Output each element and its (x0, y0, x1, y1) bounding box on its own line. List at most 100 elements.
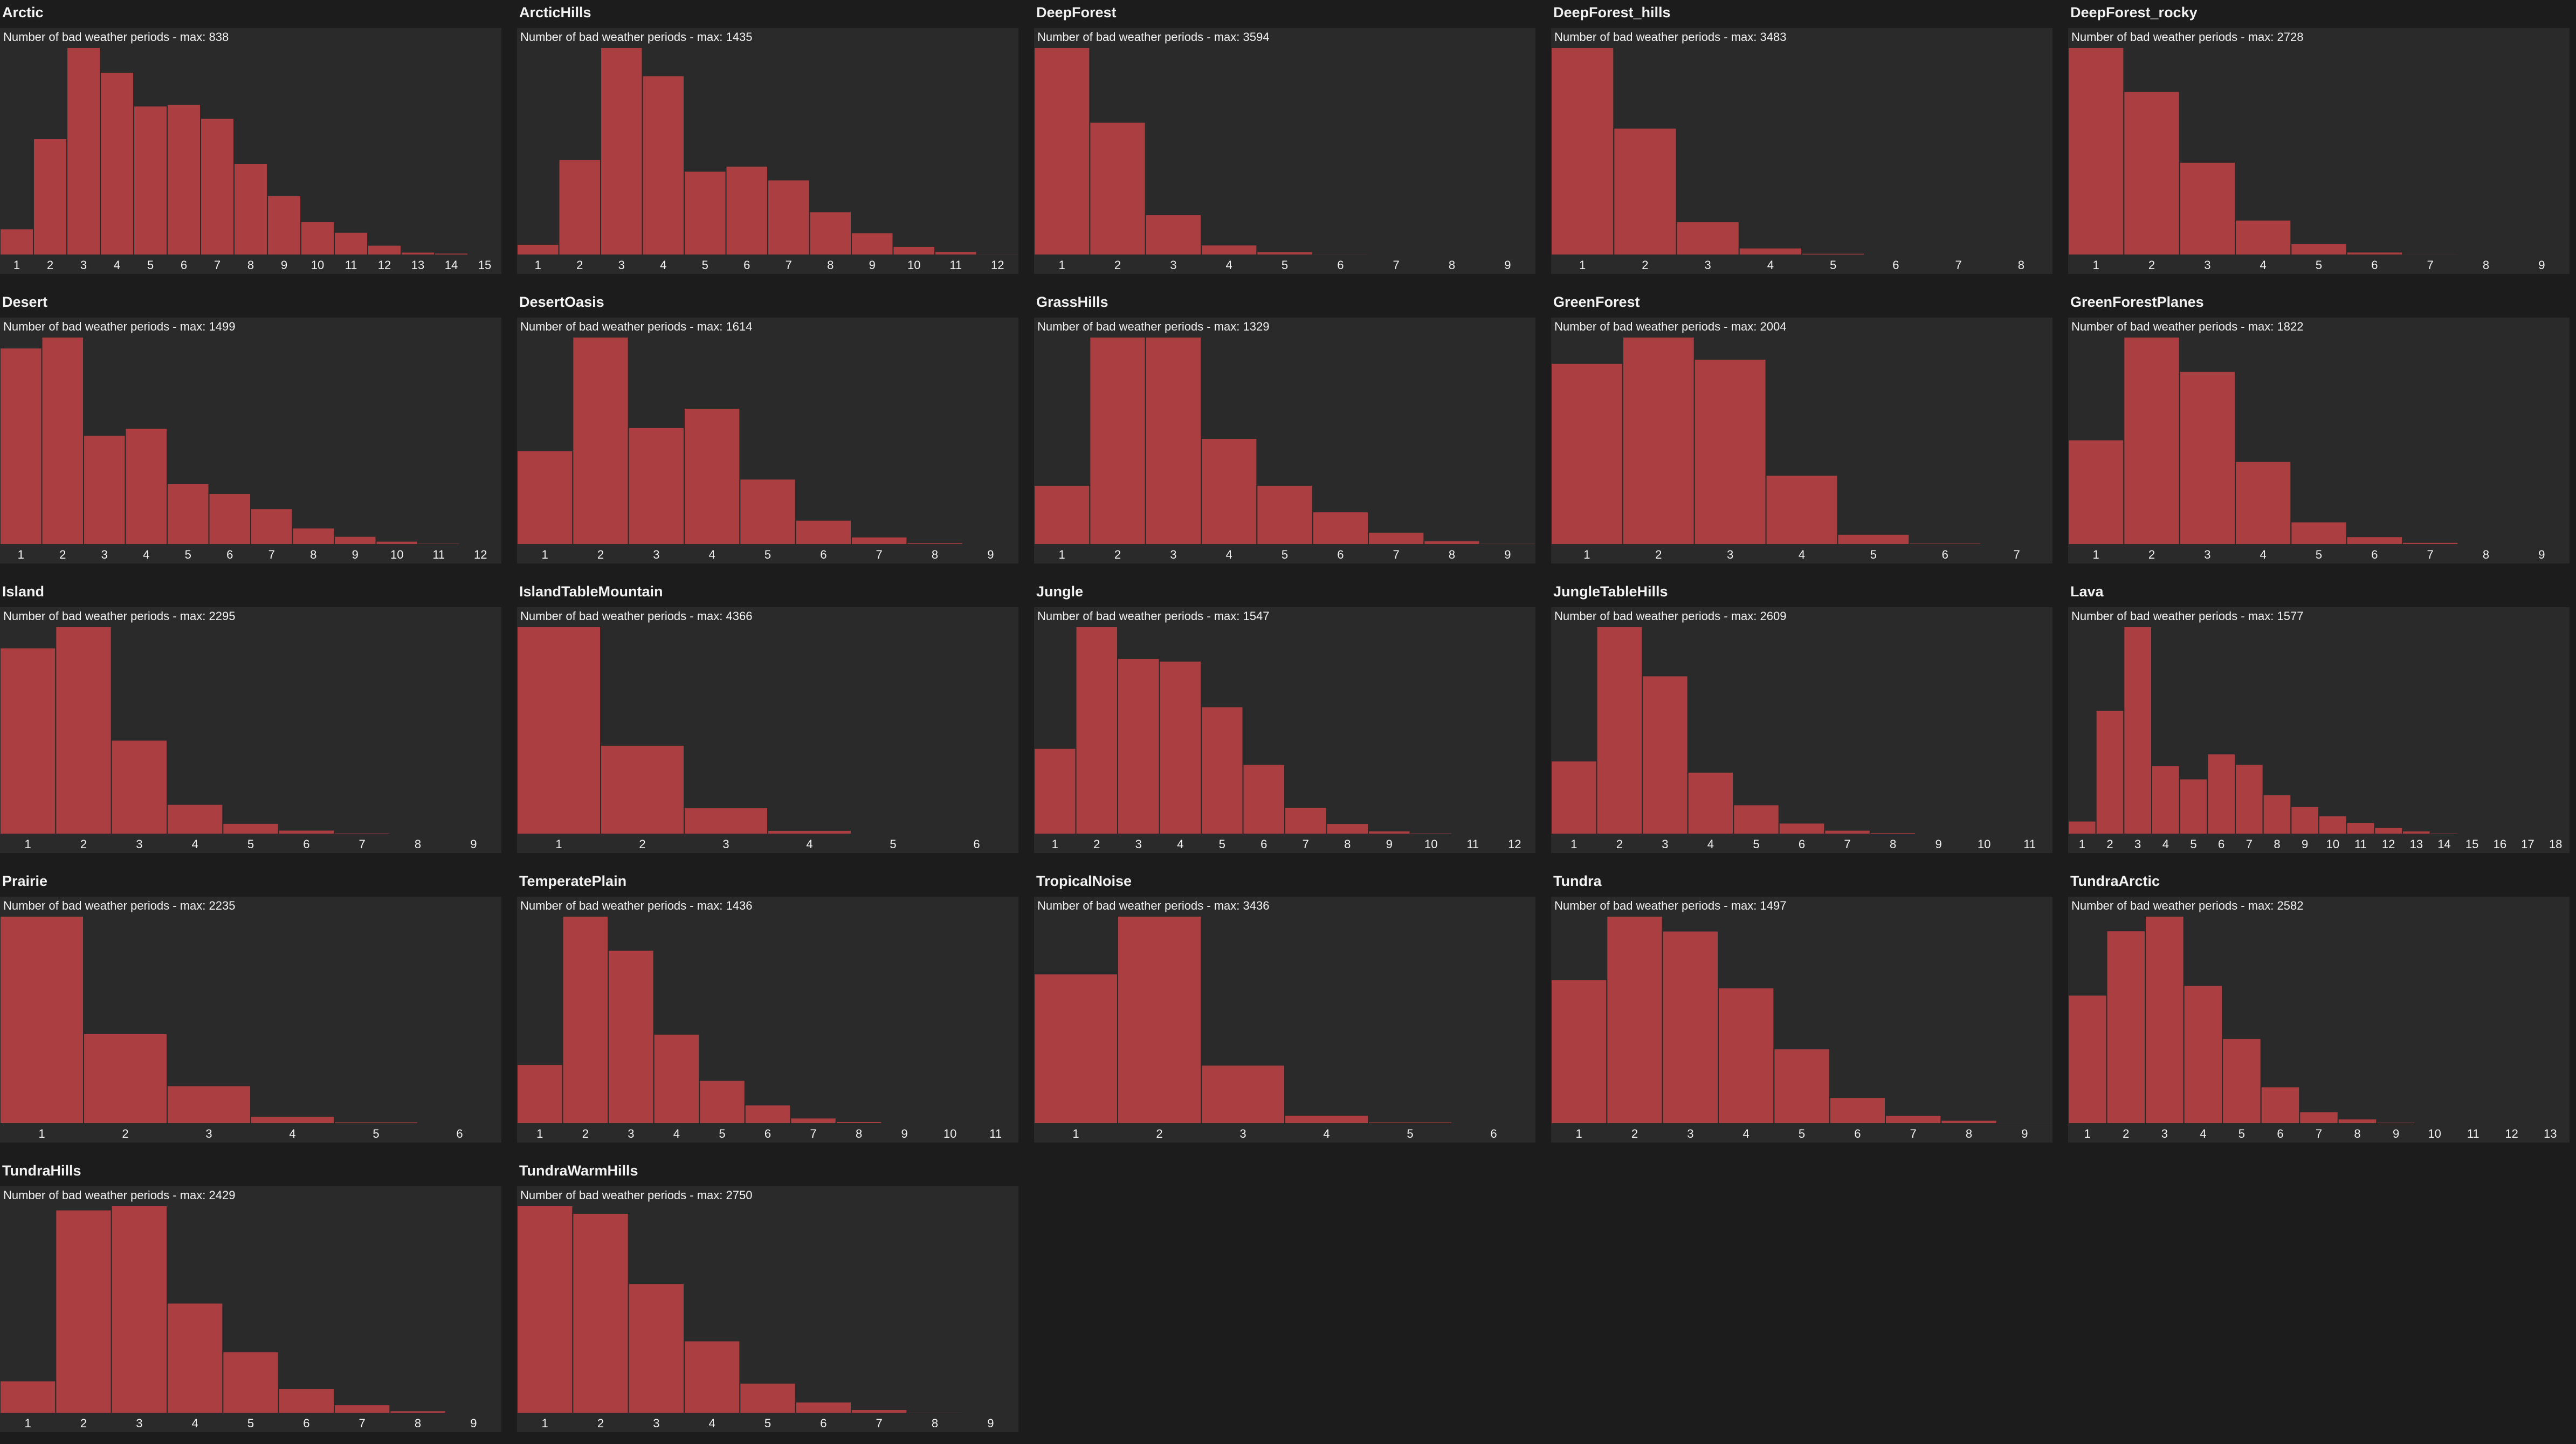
histogram-bar (1285, 1115, 1368, 1124)
histogram-bar (768, 830, 851, 834)
chart-subtitle: Number of bad weather periods - max: 242… (3, 1188, 235, 1202)
histogram-bar (2458, 544, 2513, 545)
histogram-bar (1285, 807, 1327, 834)
histogram-bar (334, 833, 390, 834)
bars-svg (1551, 607, 2052, 853)
histogram-bar (1688, 772, 1734, 834)
x-tick-label: 5 (247, 837, 254, 851)
x-tick-label: 1 (536, 1127, 543, 1141)
histogram-bar (2338, 1119, 2377, 1124)
histogram-bar (1774, 1049, 1829, 1124)
x-tick-label: 4 (2200, 1127, 2206, 1141)
x-tick-label: 11 (2023, 837, 2036, 851)
x-tick-label: 4 (660, 258, 666, 272)
chart-title: TundraWarmHills (519, 1163, 638, 1179)
histogram-panel: ArcticHills Number of bad weather periods… (517, 0, 1018, 286)
x-tick-label: 12 (2505, 1127, 2518, 1141)
x-tick-label: 7 (876, 548, 883, 562)
x-tick-label: 17 (2521, 837, 2534, 851)
plot-area: Number of bad weather periods - max: 149… (1551, 897, 2052, 1143)
histogram-bar (435, 253, 468, 255)
histogram-bar (1146, 215, 1201, 255)
histogram-bar (1718, 988, 1774, 1124)
x-tick-label: 5 (2316, 258, 2322, 272)
plot-area: Number of bad weather periods - max: 143… (517, 897, 1018, 1143)
chart-title: ArcticHills (519, 4, 591, 21)
x-tick-label: 6 (1337, 548, 1344, 562)
histogram-bar (1160, 661, 1202, 834)
bars-svg (1551, 28, 2052, 274)
histogram-bar (740, 1383, 795, 1413)
x-tick-label: 6 (2371, 548, 2378, 562)
chart-subtitle: Number of bad weather periods - max: 258… (2071, 899, 2303, 913)
histogram-bar (1118, 658, 1160, 834)
chart-subtitle: Number of bad weather periods - max: 149… (3, 320, 235, 334)
x-tick-label: 8 (2018, 258, 2024, 272)
histogram-bar (390, 1411, 445, 1413)
x-tick-label: 8 (310, 548, 316, 562)
histogram-bar (851, 537, 907, 545)
x-tick-label: 1 (2084, 1127, 2091, 1141)
x-tick-label: 9 (470, 837, 477, 851)
x-tick-label: 11 (949, 258, 962, 272)
histogram-bar (1201, 438, 1257, 545)
x-tick-label: 9 (1936, 837, 1942, 851)
x-tick-label: 7 (214, 258, 221, 272)
x-tick-label: 1 (542, 548, 548, 562)
x-tick-label: 4 (1177, 837, 1183, 851)
x-tick-label: 4 (1226, 548, 1232, 562)
x-tick-label: 4 (806, 837, 812, 851)
x-tick-label: 4 (709, 548, 715, 562)
x-tick-label: 9 (901, 1127, 908, 1141)
x-tick-label: 5 (1282, 548, 1288, 562)
histogram-bar (293, 528, 335, 545)
histogram-bar (1695, 359, 1766, 545)
x-tick-label: 4 (1323, 1127, 1330, 1141)
histogram-bar (126, 428, 168, 545)
bars-svg (517, 607, 1018, 853)
x-tick-label: 1 (555, 837, 562, 851)
histogram-bar (2319, 816, 2347, 834)
histogram-bar (418, 1123, 501, 1124)
x-tick-label: 18 (2549, 837, 2562, 851)
x-tick-label: 4 (289, 1127, 295, 1141)
x-tick-label: 4 (2162, 837, 2169, 851)
histogram-bar (2374, 828, 2402, 834)
x-tick-label: 1 (1583, 548, 1590, 562)
x-tick-label: 1 (1571, 837, 1577, 851)
x-tick-label: 7 (810, 1127, 816, 1141)
x-tick-label: 2 (2106, 837, 2113, 851)
x-tick-label: 11 (2354, 837, 2367, 851)
x-tick-label: 10 (311, 258, 324, 272)
x-tick-label: 7 (1393, 258, 1400, 272)
bars-svg (1034, 318, 1535, 563)
x-tick-label: 2 (1156, 1127, 1162, 1141)
x-tick-label: 7 (359, 1417, 366, 1431)
histogram-bar (684, 1341, 740, 1413)
x-tick-label: 7 (359, 837, 366, 851)
x-tick-label: 5 (185, 548, 191, 562)
histogram-bar (2235, 220, 2291, 255)
x-tick-label: 1 (1052, 837, 1058, 851)
histogram-bar (2124, 92, 2179, 255)
histogram-bar (67, 47, 100, 255)
x-tick-label: 5 (1753, 837, 1759, 851)
x-tick-label: 5 (1282, 258, 1288, 272)
x-tick-label: 4 (1767, 258, 1774, 272)
x-tick-label: 9 (869, 258, 876, 272)
x-tick-label: 4 (192, 1417, 198, 1431)
histogram-bar (84, 435, 126, 545)
chart-subtitle: Number of bad weather periods - max: 436… (520, 609, 752, 623)
plot-area: Number of bad weather periods - max: 143… (517, 28, 1018, 274)
histogram-bar (1034, 47, 1090, 255)
x-tick-label: 3 (1687, 1127, 1693, 1141)
x-tick-label: 2 (597, 1417, 604, 1431)
histogram-bar (267, 196, 301, 255)
